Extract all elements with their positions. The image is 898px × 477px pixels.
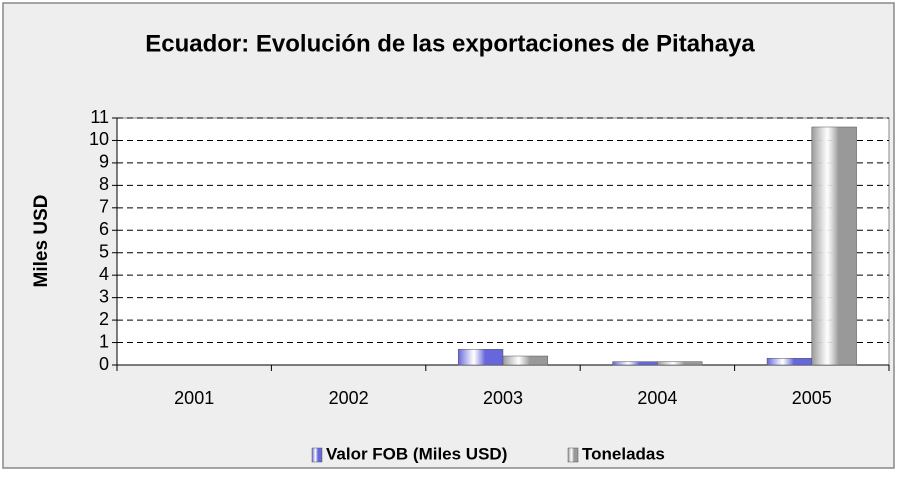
y-tick-label: 10: [89, 129, 109, 149]
x-tick-label: 2001: [174, 388, 214, 408]
x-tick-label: 2005: [792, 388, 832, 408]
y-tick-label: 1: [99, 331, 109, 351]
bar: [502, 355, 549, 366]
legend-swatch: [311, 447, 323, 463]
y-axis-label: Miles USD: [31, 195, 52, 288]
x-tick-label: 2002: [329, 388, 369, 408]
chart-title: Ecuador: Evolución de las exportaciones …: [145, 30, 755, 57]
y-tick-label: 7: [99, 197, 109, 217]
bar: [457, 349, 504, 366]
legend-swatch: [567, 447, 579, 463]
plot-area: [116, 117, 890, 366]
x-tick-label: 2004: [637, 388, 677, 408]
y-tick-label: 3: [99, 286, 109, 306]
y-tick-label: 4: [99, 264, 109, 284]
bar: [811, 126, 857, 366]
y-tick-label: 6: [99, 219, 109, 239]
y-tick-label: 2: [99, 309, 109, 329]
y-tick-label: 8: [99, 174, 109, 194]
legend-label: Toneladas: [582, 444, 665, 463]
bar: [657, 361, 703, 366]
legend-label: Valor FOB (Miles USD): [326, 444, 507, 463]
x-tick-label: 2003: [483, 388, 523, 408]
y-tick-label: 0: [99, 354, 109, 374]
y-tick-label: 11: [90, 107, 109, 127]
y-tick-label: 9: [99, 152, 109, 172]
y-tick-label: 5: [99, 241, 109, 261]
bar: [766, 358, 813, 366]
bar: [612, 361, 658, 366]
